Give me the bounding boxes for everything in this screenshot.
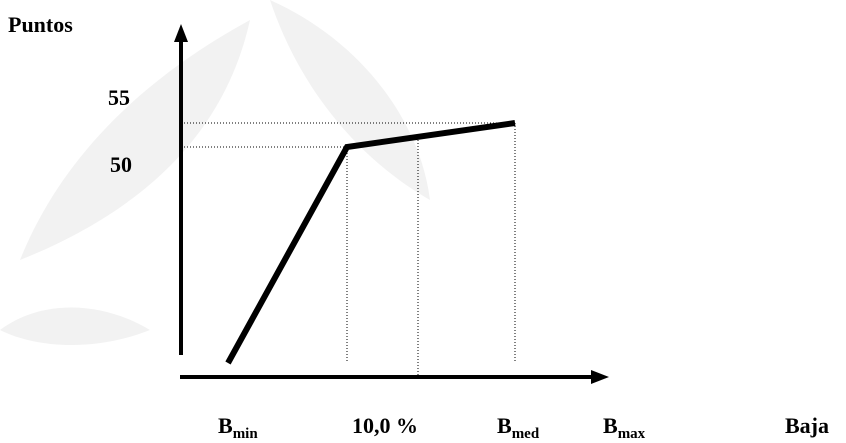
x-axis-label: Baja	[785, 413, 829, 438]
y-axis-label: Puntos	[8, 12, 73, 37]
x-label-sub: min	[233, 426, 259, 442]
watermark	[0, 0, 430, 345]
score-line	[225, 120, 516, 365]
y-label: 50	[110, 152, 132, 177]
x-label-sub: max	[618, 426, 646, 442]
x-label: 10,0 %	[352, 413, 418, 438]
guides	[181, 122, 516, 377]
x-arrow	[591, 370, 609, 384]
x-label: Bmin	[218, 413, 258, 442]
y-arrow	[174, 24, 188, 42]
axes	[174, 24, 609, 384]
x-label: Bmed	[497, 413, 540, 442]
x-label-base: B	[603, 413, 618, 438]
x-label-base: B	[218, 413, 233, 438]
y-label: 55	[108, 85, 130, 110]
x-label-base: B	[497, 413, 512, 438]
x-label: Bmax	[603, 413, 646, 442]
x-label-sub: med	[512, 426, 540, 442]
